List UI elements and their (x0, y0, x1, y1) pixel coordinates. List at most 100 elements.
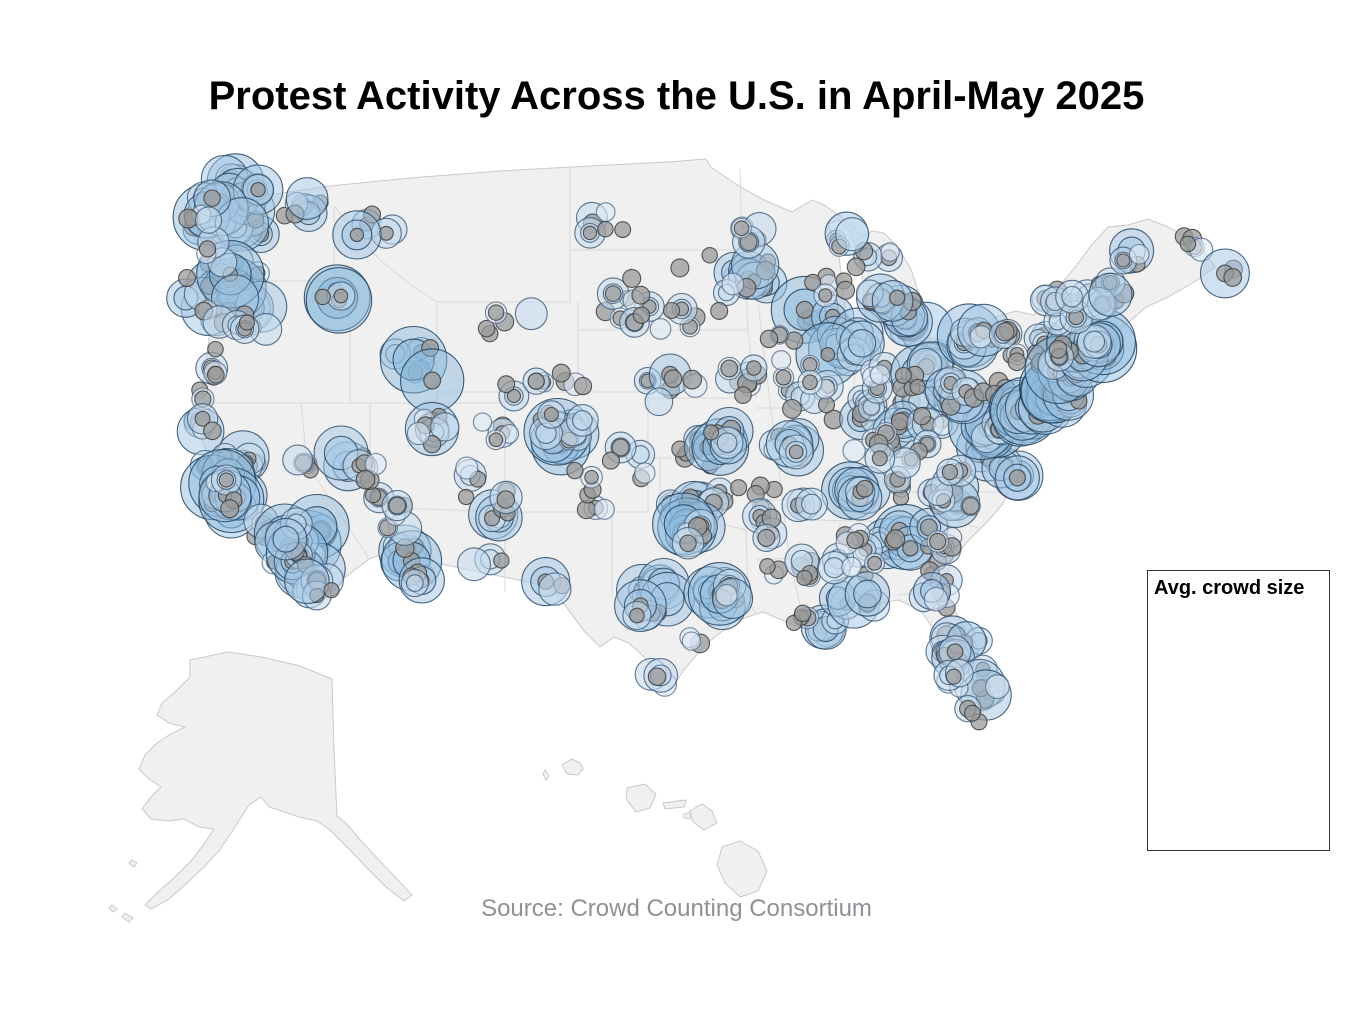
bubble-unknown (746, 360, 762, 376)
bubble-100s (801, 493, 822, 515)
bubble-10s (841, 556, 862, 578)
bubble-10s (406, 421, 431, 446)
bubble-unknown (909, 378, 926, 395)
bubble-unknown (734, 386, 752, 404)
bubble-unknown (670, 258, 690, 278)
bubble-10s (969, 325, 993, 349)
bubble-unknown (1048, 340, 1068, 359)
bubble-unknown (477, 319, 496, 338)
bubble-unknown (802, 357, 818, 373)
bubble-100s (889, 447, 921, 479)
bubble-10s (1128, 243, 1150, 265)
bubble-10s (715, 584, 738, 607)
bubble-unknown (323, 582, 340, 599)
bubble-unknown (407, 363, 424, 381)
bubble-unknown (601, 451, 620, 470)
bubble-unknown (963, 704, 981, 722)
bubble-unknown (759, 558, 776, 575)
bubble-unknown (543, 406, 559, 423)
bubble-unknown (194, 410, 211, 427)
bubble-unknown (388, 496, 407, 515)
bubble-unknown (703, 424, 720, 441)
bubble-10s (455, 456, 479, 480)
bubble-10s (634, 462, 656, 484)
bubble-unknown (961, 497, 980, 515)
bubble-10s (932, 415, 953, 436)
bubble-unknown (551, 363, 571, 383)
bubble-100s (1061, 285, 1083, 308)
bubble-10s (649, 318, 672, 340)
bubble-1000s (285, 177, 329, 220)
bubble-unknown (198, 240, 217, 258)
bubble-unknown (793, 604, 812, 623)
bubble-unknown (457, 488, 475, 506)
bubble-unknown (782, 398, 802, 419)
bubble-100s (405, 574, 424, 592)
crowd-size-legend: Avg. crowd size (1147, 570, 1330, 851)
bubble-unknown (573, 376, 593, 396)
bubble-unknown (496, 490, 516, 509)
bubble-unknown (355, 469, 376, 490)
bubble-unknown (349, 227, 365, 243)
bubble-1000s (284, 558, 330, 605)
bubble-unknown (802, 374, 818, 391)
bubble-unknown (929, 532, 947, 551)
bubble-unknown (796, 569, 813, 586)
island-outline (662, 799, 687, 810)
bubble-100s (835, 217, 870, 252)
bubble-unknown (1008, 469, 1026, 487)
bubble-10s (681, 631, 702, 651)
bubble-unknown (487, 304, 505, 321)
bubble-1000s (1088, 272, 1133, 317)
bubble-unknown (527, 372, 545, 390)
bubble-unknown (820, 347, 836, 362)
bubble-unknown (894, 366, 912, 384)
island-outline (625, 783, 657, 813)
bubble-unknown (788, 444, 804, 460)
bubble-unknown (203, 189, 221, 207)
bubble-unknown (597, 220, 614, 238)
bubble-unknown (178, 208, 199, 229)
bubble-unknown (995, 322, 1015, 342)
bubble-10s (593, 498, 615, 520)
bubble-unknown (757, 528, 776, 547)
island-outline (561, 758, 584, 776)
bubble-unknown (682, 369, 703, 390)
bubble-unknown (506, 388, 522, 404)
bubble-10s (721, 272, 745, 296)
bubble-unknown (178, 269, 196, 287)
bubble-unknown (1007, 352, 1027, 372)
page-title: Protest Activity Across the U.S. in Apri… (208, 74, 1145, 118)
bubble-unknown (889, 289, 906, 306)
bubble-unknown (218, 472, 235, 488)
island-outline (683, 811, 692, 820)
island-outline (128, 859, 138, 868)
bubble-1000s (272, 525, 300, 553)
bubble-100s (1083, 330, 1106, 353)
bubble-unknown (582, 225, 598, 241)
bubble-unknown (631, 285, 651, 305)
bubble-unknown (775, 369, 792, 386)
bubble-1000s (853, 579, 882, 609)
bubble-unknown (566, 461, 584, 480)
bubble-unknown (632, 306, 651, 324)
state-border (755, 557, 790, 561)
bubble-10s (880, 242, 900, 262)
bubble-100s (514, 297, 548, 331)
bubble-unknown (701, 247, 718, 264)
bubble-unknown (941, 463, 959, 481)
island-outline (121, 912, 134, 923)
bubble-unknown (622, 268, 642, 288)
bubble-unknown (206, 365, 225, 384)
bubble-100s (716, 432, 738, 454)
bubble-unknown (614, 221, 632, 239)
island-outline (716, 840, 768, 898)
bubble-1000s (847, 329, 877, 358)
bubble-unknown (795, 300, 814, 319)
island-outline (108, 904, 118, 913)
island-outline (689, 803, 718, 831)
bubble-unknown (207, 340, 224, 358)
bubble-100s (457, 547, 491, 582)
bubble-unknown (679, 534, 697, 553)
